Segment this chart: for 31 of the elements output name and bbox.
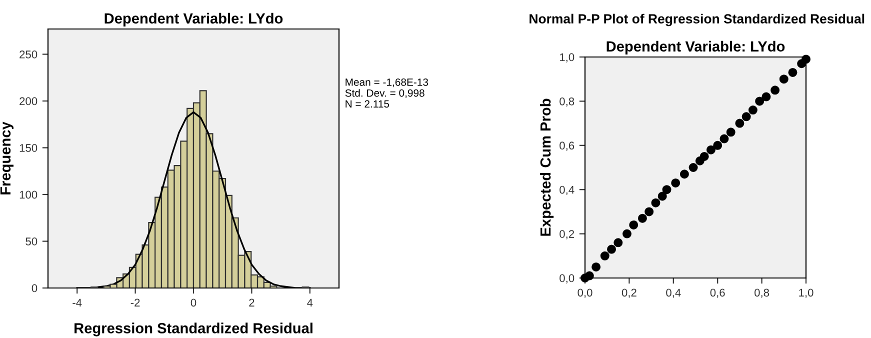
x-tick-label: 0,0 bbox=[578, 288, 592, 298]
text: N = 2.115 bbox=[346, 100, 390, 108]
x-tick-label: 0,4 bbox=[666, 288, 681, 298]
y-tick-label: 0,4 bbox=[560, 186, 574, 196]
y-tick-label: 0,8 bbox=[560, 97, 574, 107]
x-tick-label: 4 bbox=[307, 298, 313, 306]
x-tick-label: 1,0 bbox=[799, 288, 814, 298]
chart-title: Normal P-P Plot of Regression Standardized Residual bbox=[530, 14, 864, 26]
x-tick-label: -2 bbox=[130, 298, 140, 306]
x-tick-label: -4 bbox=[72, 298, 82, 306]
x-tick-label: 0,8 bbox=[754, 288, 770, 298]
y-tick-label: 0,0 bbox=[560, 274, 574, 284]
x-tick-label: 2 bbox=[249, 298, 254, 306]
text: Std. Dev. = 0,998 bbox=[345, 89, 424, 98]
x-tick-label: 0,6 bbox=[710, 288, 725, 298]
y-tick-label: 0,6 bbox=[560, 142, 574, 151]
y-tick-label: 50 bbox=[26, 238, 38, 246]
y-tick-label: 200 bbox=[20, 97, 38, 106]
y-axis-title: Frequency bbox=[0, 122, 14, 194]
chart-title: Dependent Variable: LYdo bbox=[104, 12, 283, 26]
x-tick-label: 0,2 bbox=[622, 288, 636, 298]
y-tick-label: 0,2 bbox=[560, 230, 574, 240]
y-tick-label: 150 bbox=[20, 144, 38, 152]
y-tick-label: 250 bbox=[20, 50, 38, 58]
chart-subtitle: Dependent Variable: LYdo bbox=[606, 40, 785, 54]
y-tick-label: 100 bbox=[20, 190, 38, 199]
y-axis-title: Expected Cum Prob bbox=[540, 98, 554, 236]
y-tick-label: 1,0 bbox=[560, 53, 574, 62]
text: Mean = -1,68E-13 bbox=[346, 78, 428, 88]
x-axis-title: Regression Standardized Residual bbox=[74, 322, 312, 336]
x-tick-label: 0 bbox=[190, 298, 196, 307]
